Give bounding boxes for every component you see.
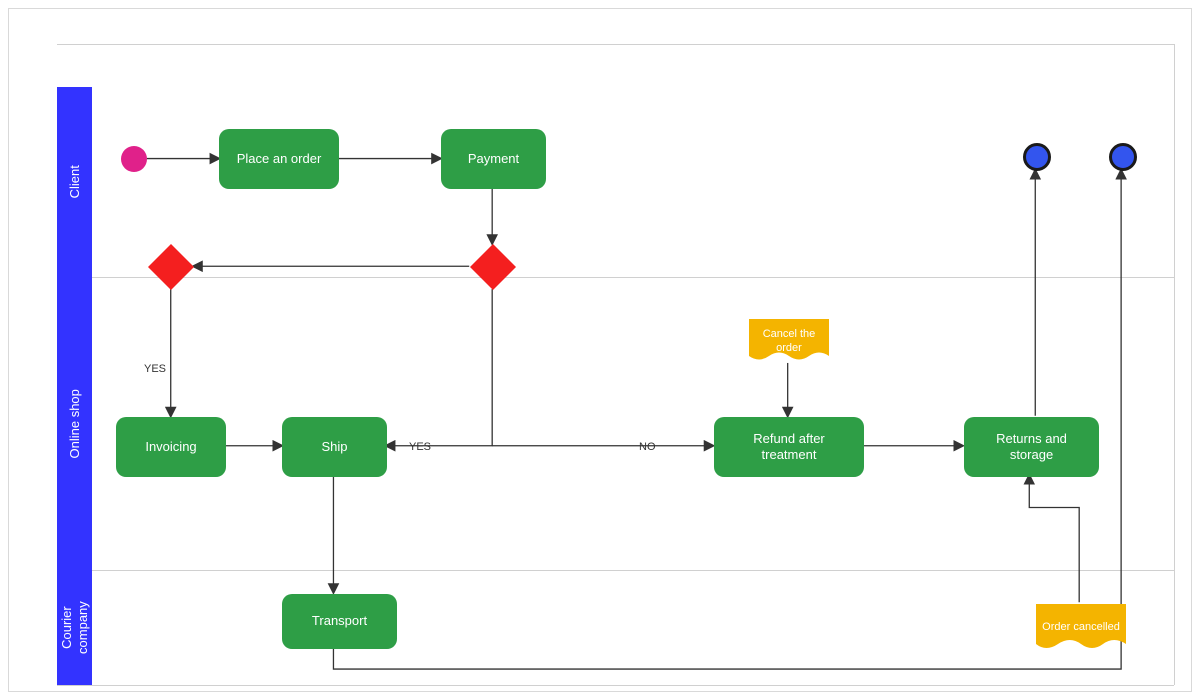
node-transport-label: Transport [312,613,367,629]
edge-label-no: NO [639,441,656,453]
note-cancel-order-label: Cancel the order [749,328,829,354]
node-returns-label: Returns and storage [974,431,1089,464]
gateway-left[interactable] [148,244,194,290]
edge-label-yes-1: YES [144,363,166,375]
node-place-order-label: Place an order [237,151,322,167]
node-invoicing-label: Invoicing [145,439,196,455]
pool-right-border [1174,44,1175,685]
lane-header-client: Client [57,87,92,277]
node-ship[interactable]: Ship [282,417,387,477]
node-refund[interactable]: Refund after treatment [714,417,864,477]
node-returns[interactable]: Returns and storage [964,417,1099,477]
pool-top-border [57,44,1174,45]
node-payment-label: Payment [468,151,519,167]
note-cancel-order[interactable]: Cancel the order [749,319,829,364]
node-invoicing[interactable]: Invoicing [116,417,226,477]
gateway-center[interactable] [470,244,516,290]
start-event[interactable] [121,146,147,172]
edge-dcenter-ship [386,289,492,446]
end-event-2[interactable] [1109,143,1137,171]
edges-layer [9,9,1191,691]
diagram-frame: Client Online shop Courier company Place… [8,8,1192,692]
end-event-1[interactable] [1023,143,1051,171]
note-order-cancelled-label: Order cancelled [1036,621,1126,634]
lane-header-courier: Courier company [57,570,92,685]
edge-notecancelled-returns [1029,476,1079,603]
lane-header-shop: Online shop [57,277,92,570]
lane-label-shop: Online shop [67,389,83,458]
node-payment[interactable]: Payment [441,129,546,189]
pool-bottom-border [57,685,1174,686]
edge-label-yes-2: YES [409,441,431,453]
lane-label-courier: Courier company [59,601,90,654]
node-place-order[interactable]: Place an order [219,129,339,189]
note-order-cancelled[interactable]: Order cancelled [1036,604,1126,652]
swimlane-canvas: Client Online shop Courier company Place… [9,9,1191,691]
node-ship-label: Ship [321,439,347,455]
lane-label-client: Client [67,165,83,198]
node-transport[interactable]: Transport [282,594,397,649]
lane-sep-2 [92,570,1174,571]
lane-sep-1 [92,277,1174,278]
node-refund-label: Refund after treatment [724,431,854,464]
